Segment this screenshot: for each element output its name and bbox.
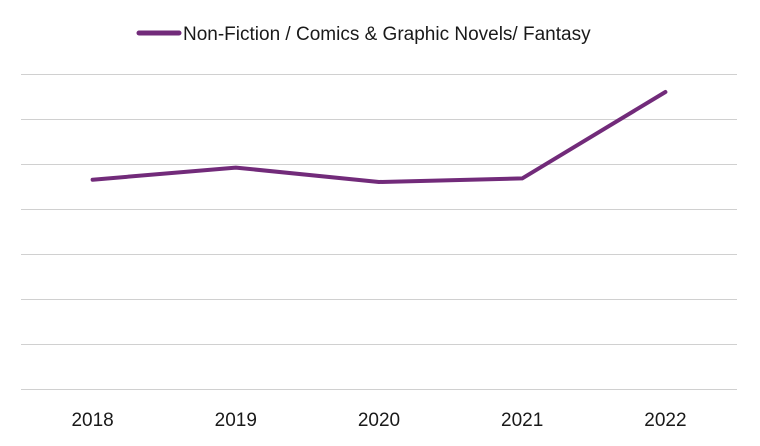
x-axis-tick-labels: 2018 2019 2020 2021 2022 (71, 410, 686, 431)
x-tick-label: 2021 (501, 410, 543, 431)
legend-label: Non-Fiction / Comics & Graphic Novels/ F… (183, 24, 591, 45)
x-tick-label: 2019 (215, 410, 257, 431)
series-group (90, 90, 668, 184)
legend: Non-Fiction / Comics & Graphic Novels/ F… (136, 24, 591, 45)
x-tick-label: 2018 (71, 410, 113, 431)
series-line (90, 90, 668, 184)
x-tick-label: 2022 (644, 410, 686, 431)
x-tick-label: 2020 (358, 410, 400, 431)
gridlines (21, 74, 737, 390)
